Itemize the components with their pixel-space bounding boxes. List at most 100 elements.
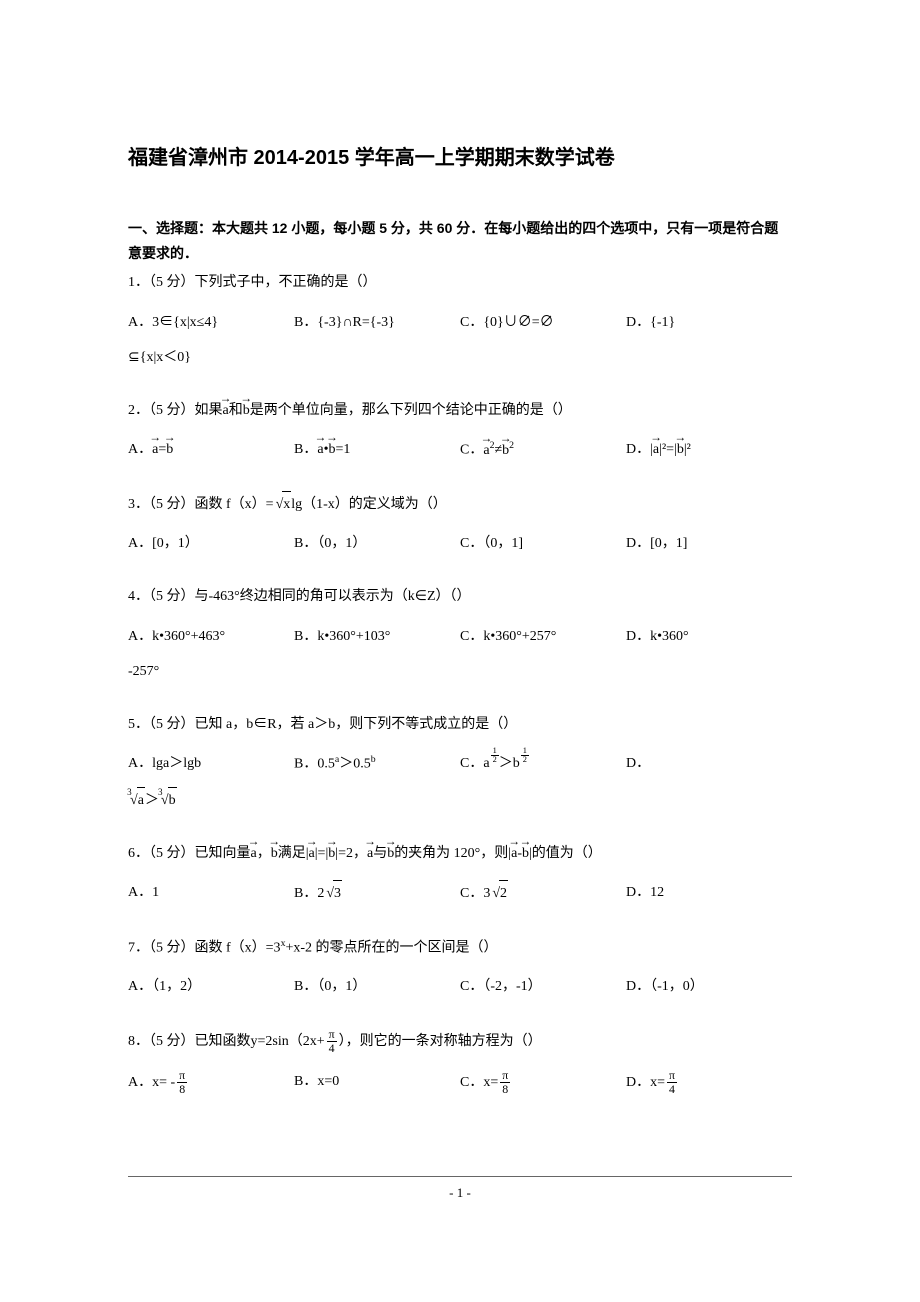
option-a: A．（1，2） — [128, 974, 294, 999]
options: A．x= -π8 B．x=0 C．x=π8 D．x=π4 — [128, 1069, 792, 1096]
option-c: C．a12＞b12 — [460, 751, 626, 777]
vec-b: b — [328, 437, 335, 462]
radicand: x — [282, 491, 291, 517]
options: A．1 B．23 C．32 D．12 — [128, 880, 792, 906]
option-c: C．x=π8 — [460, 1069, 626, 1096]
question-text: 2．（5 分）如果a和b是两个单位向量，那么下列四个结论中正确的是（） — [128, 398, 792, 423]
num: π — [327, 1028, 337, 1042]
num: π — [667, 1069, 677, 1083]
q-body: 与-463°终边相同的角可以表示为（k∈Z）（） — [195, 589, 471, 604]
q-num: 7． — [128, 940, 149, 955]
vec-b: b — [502, 438, 509, 463]
sqrt-icon: b — [159, 787, 177, 813]
m5: 的夹角为 120°，则| — [394, 846, 511, 861]
question-text: 8．（5 分）已知函数y=2sin（2x+π4），则它的一条对称轴方程为（） — [128, 1028, 792, 1055]
sup: b — [371, 754, 376, 765]
radicand: a — [137, 787, 145, 813]
cuberoot-icon: a — [128, 787, 145, 813]
points: （5 分） — [149, 403, 195, 418]
opt-label: A．x= - — [128, 1075, 175, 1090]
option-a: A．lga＞lgb — [128, 751, 294, 777]
question-4: 4．（5 分）与-463°终边相同的角可以表示为（k∈Z）（） A．k•360°… — [128, 584, 792, 684]
opt-label: C． — [460, 886, 483, 901]
vec-b: b — [328, 841, 335, 866]
radicand: 2 — [499, 880, 508, 906]
option-d: D．k•360° — [626, 624, 792, 649]
option-a: A．k•360°+463° — [128, 624, 294, 649]
option-a: A．1 — [128, 880, 294, 906]
points: （5 分） — [149, 589, 195, 604]
options: A．k•360°+463° B．k•360°+103° C．k•360°+257… — [128, 624, 792, 649]
q-num: 2． — [128, 403, 149, 418]
section-header: 一、选择题：本大题共 12 小题，每小题 5 分，共 60 分．在每小题给出的四… — [128, 216, 792, 266]
options: A．[0，1） B．（0，1） C．（0，1] D．[0，1] — [128, 531, 792, 556]
points: （5 分） — [149, 717, 195, 732]
radicand: 3 — [333, 880, 342, 906]
base: b — [513, 756, 520, 771]
num: π — [500, 1069, 510, 1083]
points: （5 分） — [149, 940, 195, 955]
question-text: 3．（5 分）函数 f（x）=xlg（1-x）的定义域为（） — [128, 491, 792, 517]
option-c: C．{0}∪∅=∅ — [460, 310, 626, 335]
den: 4 — [667, 1083, 677, 1096]
suf: |的值为（） — [529, 846, 602, 861]
m1: 满足| — [278, 846, 309, 861]
option-a: A．[0，1） — [128, 531, 294, 556]
opt-label: D．x= — [626, 1075, 665, 1090]
fraction: π4 — [327, 1028, 337, 1055]
question-8: 8．（5 分）已知函数y=2sin（2x+π4），则它的一条对称轴方程为（） A… — [128, 1028, 792, 1096]
gt: ＞ — [145, 793, 159, 808]
page-number: - 1 - — [128, 1176, 792, 1204]
q-num: 8． — [128, 1033, 149, 1048]
vec-a: a — [367, 841, 373, 866]
option-d: D．x=π4 — [626, 1069, 792, 1096]
option-c: C．（0，1] — [460, 531, 626, 556]
options: A．3∈{x|x≤4} B．{-3}∩R={-3} C．{0}∪∅=∅ D．{-… — [128, 310, 792, 335]
num: π — [177, 1069, 187, 1083]
q-num: 1． — [128, 275, 149, 290]
opt-label: B． — [294, 886, 317, 901]
coef: 3 — [483, 886, 490, 901]
den: 2 — [491, 756, 499, 764]
option-a: A．x= -π8 — [128, 1069, 294, 1096]
opt-label: D．| — [626, 442, 653, 457]
option-c: C．32 — [460, 880, 626, 906]
q-num: 4． — [128, 589, 149, 604]
option-b: B．x=0 — [294, 1069, 460, 1096]
den: 2 — [521, 756, 529, 764]
extra-line: ⊆{x|x＜0} — [128, 345, 792, 370]
q-body: 下列式子中，不正确的是（） — [195, 275, 377, 290]
option-a: A．a=b — [128, 437, 294, 463]
q-body: 已知 a，b∈R，若 a＞b，则下列不等式成立的是（） — [195, 717, 518, 732]
option-d: D．（-1，0） — [626, 974, 792, 999]
vec-b: b — [387, 841, 394, 866]
points: （5 分） — [149, 1033, 195, 1048]
option-a: A．3∈{x|x≤4} — [128, 310, 294, 335]
option-b: B．k•360°+103° — [294, 624, 460, 649]
opt-label: B．0.5 — [294, 757, 335, 772]
options: A．lga＞lgb B．0.5a＞0.5b C．a12＞b12 D． — [128, 751, 792, 777]
q-pre: 已知函数y=2sin（2x+ — [195, 1033, 325, 1048]
question-2: 2．（5 分）如果a和b是两个单位向量，那么下列四个结论中正确的是（） A．a=… — [128, 398, 792, 463]
vec-b: b — [166, 437, 173, 462]
fraction: π8 — [500, 1069, 510, 1096]
q-pre: 函数 f（x）=3 — [195, 940, 281, 955]
question-text: 6．（5 分）已知向量a，b满足|a|=|b|=2，a与b的夹角为 120°，则… — [128, 841, 792, 866]
vec-a: a — [653, 437, 659, 462]
option-b: B．a•b=1 — [294, 437, 460, 463]
question-7: 7．（5 分）函数 f（x）=3x+x-2 的零点所在的一个区间是（） A．（1… — [128, 935, 792, 1000]
cuberoot-icon: b — [159, 787, 177, 813]
option-c: C．（-2，-1） — [460, 974, 626, 999]
option-d: D． — [626, 751, 792, 777]
option-b: B．（0，1） — [294, 974, 460, 999]
q-suf: ），则它的一条对称轴方程为（） — [339, 1033, 542, 1048]
question-text: 5．（5 分）已知 a，b∈R，若 a＞b，则下列不等式成立的是（） — [128, 712, 792, 737]
question-text: 7．（5 分）函数 f（x）=3x+x-2 的零点所在的一个区间是（） — [128, 935, 792, 961]
mid: ＞0.5 — [339, 757, 371, 772]
vec-a: a — [511, 841, 517, 866]
question-text: 1．（5 分）下列式子中，不正确的是（） — [128, 270, 792, 295]
question-3: 3．（5 分）函数 f（x）=xlg（1-x）的定义域为（） A．[0，1） B… — [128, 491, 792, 556]
exam-title: 福建省漳州市 2014-2015 学年高一上学期期末数学试卷 — [128, 140, 792, 176]
points: （5 分） — [149, 846, 195, 861]
sqrt-icon: a — [128, 787, 145, 813]
